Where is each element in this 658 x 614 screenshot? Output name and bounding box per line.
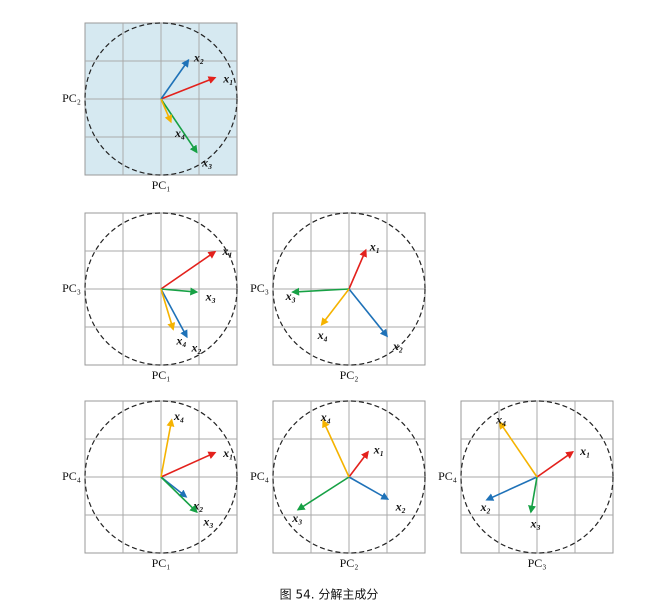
vector-label: x₁	[222, 446, 233, 460]
vector-label: x₂	[192, 498, 203, 512]
loading-arrow	[320, 288, 350, 326]
vector-label: x₂	[392, 339, 403, 353]
y-axis-label: PC₄	[62, 469, 81, 483]
loading-arrow	[160, 76, 217, 100]
y-axis-label: PC₄	[438, 469, 457, 483]
loading-arrow	[348, 450, 369, 478]
x-axis-label: PC₃	[528, 556, 547, 570]
vector-label: x₄	[317, 328, 328, 342]
y-axis-label: PC₃	[250, 281, 269, 295]
vector-label: x₄	[175, 334, 186, 348]
loading-arrow	[160, 451, 217, 478]
vector-label: x₁	[373, 442, 384, 456]
loading-arrow	[528, 476, 538, 514]
loading-arrow	[160, 476, 198, 514]
loading-arrow	[348, 476, 390, 500]
vector-label: x₄	[320, 410, 331, 424]
loading-arrow	[160, 288, 188, 339]
x-axis-label: PC₂	[340, 368, 359, 382]
vector-label: x₄	[495, 412, 506, 426]
loading-arrow	[536, 451, 575, 478]
vector-label: x₃	[285, 289, 296, 303]
vector-label: x₂	[479, 500, 490, 514]
x-axis-label: PC₂	[340, 556, 359, 570]
loading-arrow	[160, 288, 176, 331]
loading-arrow	[296, 476, 350, 511]
vector-label: x₂	[395, 500, 406, 514]
vector-label: x₃	[201, 156, 212, 170]
x-axis-label: PC₁	[152, 178, 171, 192]
loading-arrow	[498, 420, 538, 478]
vector-label: x₂	[193, 50, 204, 64]
vector-label: x₄	[174, 126, 185, 140]
caption: 图 54. 分解主成分	[280, 588, 379, 602]
x-axis-label: PC₁	[152, 556, 171, 570]
unit-circle	[84, 400, 238, 554]
unit-circle	[272, 212, 426, 366]
loading-arrow	[160, 418, 175, 478]
vector-label: x₃	[205, 289, 216, 303]
unit-circle	[84, 212, 238, 366]
vector-label: x₁	[221, 244, 232, 258]
x-axis-label: PC₁	[152, 368, 171, 382]
vector-label: x₄	[173, 409, 184, 423]
y-axis-label: PC₄	[250, 469, 269, 483]
vector-label: x₁	[369, 240, 380, 254]
unit-circle	[460, 400, 614, 554]
vector-label: x₁	[222, 72, 233, 86]
y-axis-label: PC₃	[62, 281, 81, 295]
loading-arrow	[160, 287, 199, 296]
loading-arrow	[485, 476, 538, 501]
vector-label: x₃	[529, 517, 540, 531]
loading-arrow	[160, 58, 190, 100]
loading-arrow	[322, 419, 350, 478]
loading-arrow	[160, 250, 217, 290]
unit-circle	[272, 400, 426, 554]
vector-label: x₁	[579, 444, 590, 458]
loading-arrow	[348, 248, 367, 290]
loading-arrow	[160, 98, 198, 154]
vector-label: x₃	[202, 514, 213, 528]
loading-arrow	[160, 98, 173, 124]
loading-arrow	[291, 287, 350, 296]
y-axis-label: PC₂	[62, 91, 81, 105]
vector-label: x₃	[291, 511, 302, 525]
loading-arrow	[348, 288, 389, 338]
unit-circle	[84, 22, 238, 176]
vector-label: x₂	[191, 341, 202, 355]
